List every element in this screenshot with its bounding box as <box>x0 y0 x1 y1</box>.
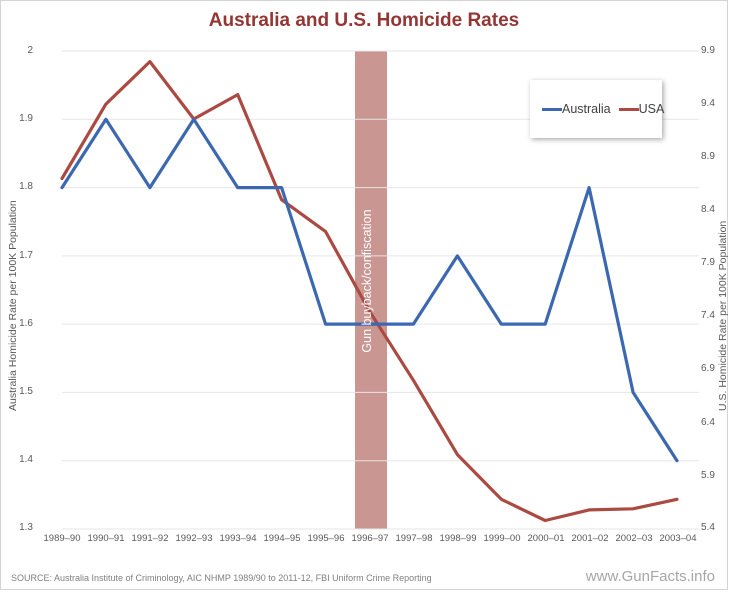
svg-text:Gun buyback/confiscation: Gun buyback/confiscation <box>360 209 374 352</box>
